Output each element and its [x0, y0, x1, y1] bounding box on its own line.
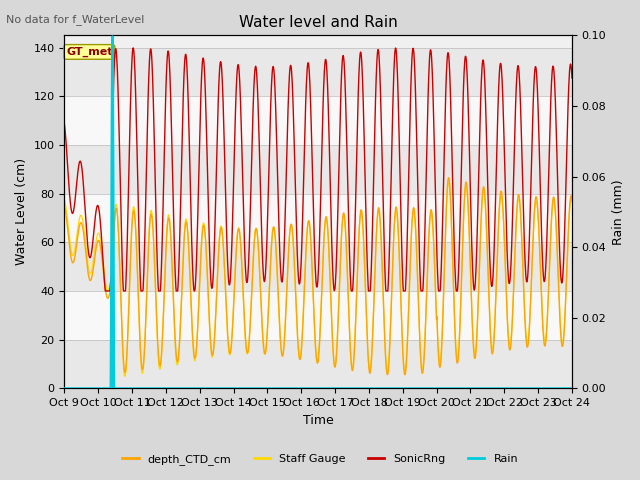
depth_CTD_cm: [161, 273, 169, 279]
SonicRng: [162, 96, 170, 101]
Y-axis label: Water Level (cm): Water Level (cm): [15, 158, 28, 265]
Line: Rain: Rain: [65, 36, 572, 388]
Line: SonicRng: SonicRng: [65, 48, 572, 291]
Bar: [65, 291, 572, 340]
Bar: [65, 193, 572, 242]
depth_CTD_cm: [509, 317, 516, 323]
Bar: [65, 145, 572, 193]
Staff Gauge: [230, 281, 238, 287]
Legend: depth_CTD_cm, Staff Gauge, SonicRng, Rain: depth_CTD_cm, Staff Gauge, SonicRng, Rai…: [118, 450, 522, 469]
Staff Gauge: [464, 195, 472, 201]
Rain: [174, 385, 182, 391]
Staff Gauge: [568, 199, 576, 205]
Staff Gauge: [509, 315, 516, 321]
Staff Gauge: [61, 196, 68, 202]
depth_CTD_cm: [464, 191, 472, 197]
depth_CTD_cm: [230, 294, 238, 300]
Rain: [109, 34, 116, 39]
Y-axis label: Rain (mm): Rain (mm): [612, 179, 625, 245]
Rain: [230, 385, 238, 391]
SonicRng: [129, 45, 137, 51]
depth_CTD_cm: [397, 288, 404, 294]
Line: depth_CTD_cm: depth_CTD_cm: [65, 178, 572, 375]
Rain: [397, 385, 404, 391]
Rain: [508, 385, 516, 391]
Staff Gauge: [445, 180, 452, 185]
depth_CTD_cm: [401, 372, 408, 378]
depth_CTD_cm: [173, 359, 181, 365]
Staff Gauge: [397, 301, 404, 307]
Text: GT_met: GT_met: [66, 47, 113, 57]
Bar: [65, 242, 572, 291]
SonicRng: [174, 284, 182, 289]
Rain: [161, 385, 169, 391]
Staff Gauge: [161, 260, 169, 265]
SonicRng: [568, 75, 576, 81]
Rain: [61, 385, 68, 391]
depth_CTD_cm: [568, 196, 576, 202]
Rain: [568, 385, 576, 391]
Title: Water level and Rain: Water level and Rain: [239, 15, 397, 30]
SonicRng: [231, 133, 239, 139]
Bar: [65, 340, 572, 388]
X-axis label: Time: Time: [303, 414, 333, 427]
Staff Gauge: [121, 373, 129, 379]
depth_CTD_cm: [445, 175, 452, 180]
Staff Gauge: [174, 361, 182, 367]
SonicRng: [464, 83, 472, 88]
Text: No data for f_WaterLevel: No data for f_WaterLevel: [6, 14, 145, 25]
SonicRng: [397, 228, 405, 233]
depth_CTD_cm: [61, 204, 68, 209]
Bar: [65, 96, 572, 145]
Line: Staff Gauge: Staff Gauge: [65, 182, 572, 376]
Rain: [463, 385, 471, 391]
SonicRng: [509, 221, 516, 227]
Bar: [65, 48, 572, 96]
SonicRng: [102, 288, 109, 294]
SonicRng: [61, 121, 68, 127]
